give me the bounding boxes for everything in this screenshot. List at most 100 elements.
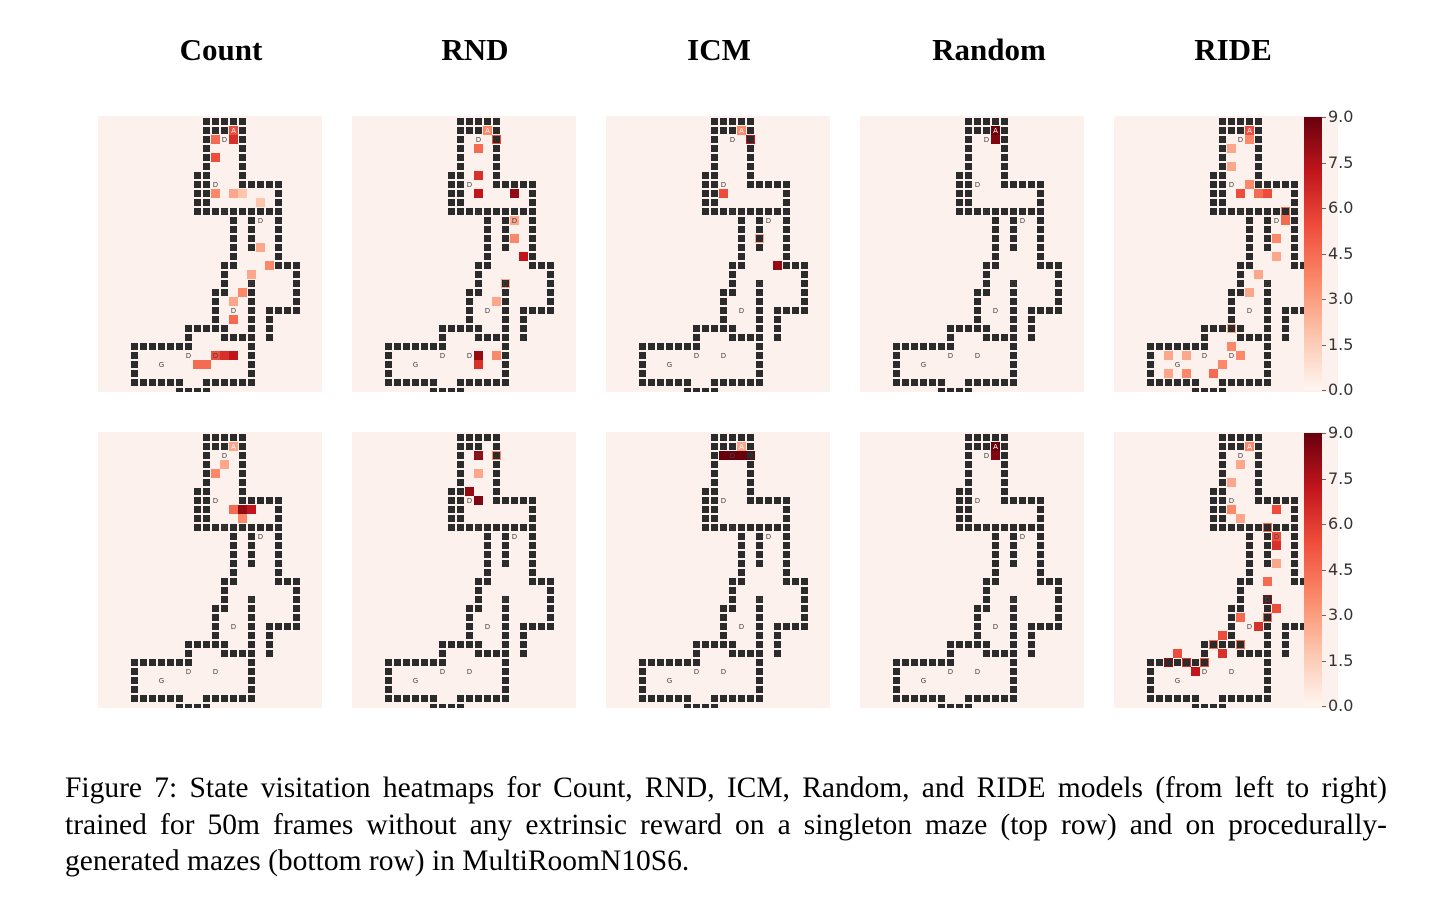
wall-block [1201, 343, 1208, 350]
wall-block [221, 434, 228, 441]
wall-block [484, 379, 491, 386]
wall-block [693, 641, 700, 648]
wall-block [185, 641, 192, 648]
heatmap-cell [1263, 577, 1272, 586]
wall-block [711, 127, 718, 134]
wall-block [484, 569, 491, 576]
wall-block [403, 659, 410, 666]
door-label: D [1020, 217, 1025, 225]
wall-block [965, 434, 972, 441]
wall-block [275, 560, 282, 567]
wall-block [992, 569, 999, 576]
wall-block [983, 596, 990, 603]
door-label: D [222, 452, 227, 460]
wall-block [1037, 307, 1044, 314]
door-label: D [213, 668, 218, 676]
heatmap-cell [1254, 622, 1263, 631]
wall-block [738, 334, 745, 341]
wall-block [484, 695, 491, 702]
wall-block [747, 163, 754, 170]
wall-block [1291, 217, 1298, 224]
wall-block [920, 379, 927, 386]
wall-block [947, 641, 954, 648]
heatmap-cell [991, 135, 1000, 144]
wall-block [502, 596, 509, 603]
wall-block [1237, 208, 1244, 215]
wall-block [1228, 632, 1235, 639]
wall-block [738, 551, 745, 558]
wall-block [711, 470, 718, 477]
wall-block [185, 325, 192, 332]
wall-block [412, 695, 419, 702]
wall-block [738, 578, 745, 585]
wall-block [502, 659, 509, 666]
wall-block [1201, 659, 1208, 666]
wall-block [203, 163, 210, 170]
colorbar-tick [1322, 479, 1326, 480]
wall-block [502, 289, 509, 296]
wall-block [149, 695, 156, 702]
wall-block [502, 361, 509, 368]
wall-block [1019, 208, 1026, 215]
wall-block [502, 370, 509, 377]
door-label: D [186, 668, 191, 676]
wall-block [484, 244, 491, 251]
wall-block [1264, 352, 1271, 359]
wall-block [466, 307, 473, 314]
wall-block [965, 181, 972, 188]
wall-block [457, 379, 464, 386]
wall-block [893, 379, 900, 386]
wall-block [747, 452, 754, 459]
wall-block [974, 127, 981, 134]
heatmap-cell [1236, 514, 1245, 523]
wall-block [1010, 551, 1017, 558]
wall-block [929, 343, 936, 350]
wall-block [1291, 307, 1298, 314]
wall-block [756, 181, 763, 188]
wall-block [1228, 325, 1235, 332]
wall-block [203, 434, 210, 441]
door-label: D [503, 596, 508, 604]
wall-block [747, 136, 754, 143]
wall-block [529, 181, 536, 188]
wall-block [965, 154, 972, 161]
wall-block [194, 506, 201, 513]
wall-block [493, 154, 500, 161]
wall-block [520, 181, 527, 188]
wall-block [221, 524, 228, 531]
wall-block [1237, 587, 1244, 594]
wall-block [1291, 244, 1298, 251]
wall-block [1219, 379, 1226, 386]
wall-block [1010, 668, 1017, 675]
wall-block [194, 388, 201, 392]
wall-block [1174, 343, 1181, 350]
wall-block [1291, 253, 1298, 260]
heatmap-cell [211, 153, 220, 162]
colorbar-tick [1322, 661, 1326, 662]
wall-block [439, 325, 446, 332]
wall-block [783, 181, 790, 188]
wall-block [439, 704, 446, 708]
wall-block [992, 208, 999, 215]
wall-block [203, 118, 210, 125]
wall-block [1001, 127, 1008, 134]
wall-block [194, 497, 201, 504]
colorbar-gradient [1304, 117, 1322, 390]
wall-block [1228, 605, 1235, 612]
wall-block [774, 650, 781, 657]
wall-block [756, 334, 763, 341]
wall-block [1210, 704, 1217, 708]
wall-block [520, 497, 527, 504]
wall-block [493, 434, 500, 441]
wall-block [1010, 497, 1017, 504]
wall-block [239, 127, 246, 134]
wall-block [457, 488, 464, 495]
wall-block [774, 623, 781, 630]
heatmap-cell [1254, 189, 1263, 198]
colorbar-tick-label: 6.0 [1328, 514, 1354, 533]
column-title-count: Count [179, 32, 263, 67]
heatmap-cell [229, 126, 238, 135]
wall-block [203, 515, 210, 522]
wall-block [1210, 515, 1217, 522]
